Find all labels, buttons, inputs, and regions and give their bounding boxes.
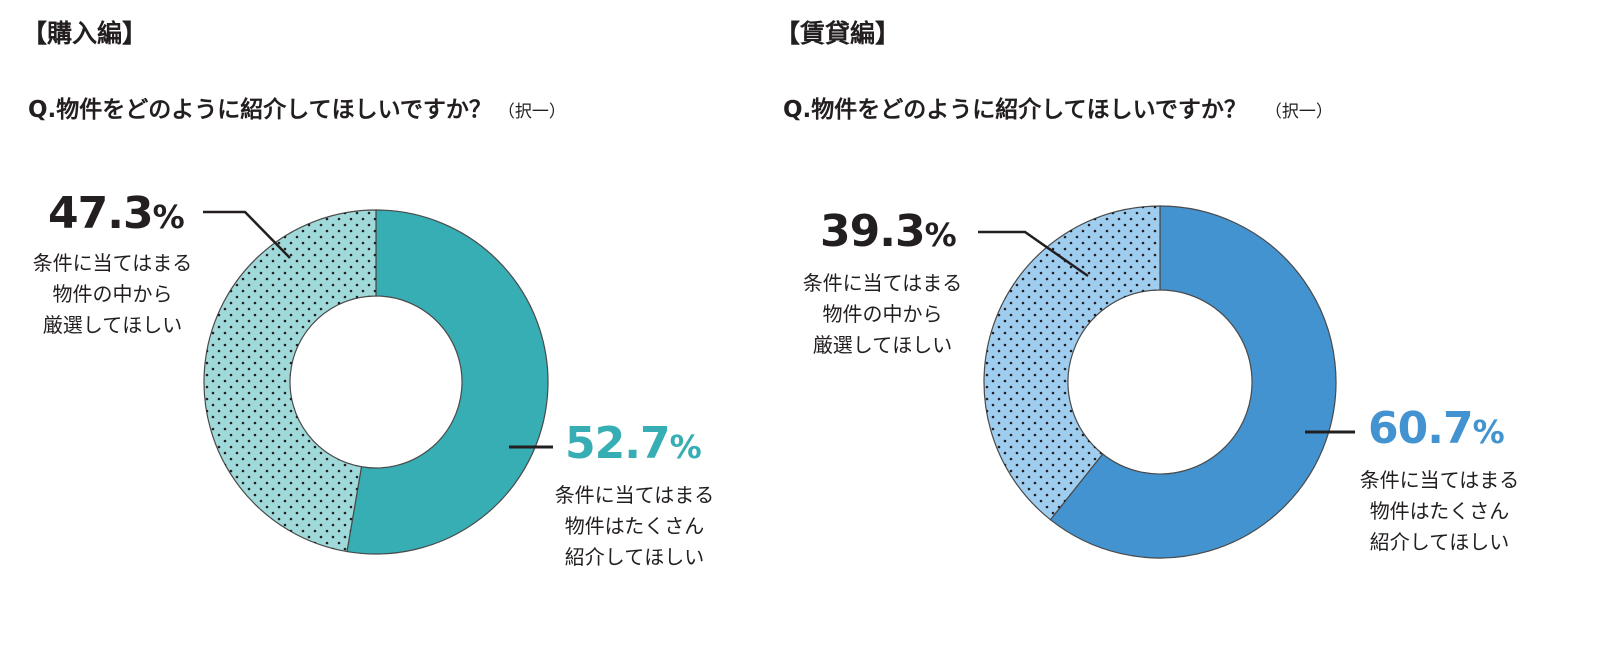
pct-value: 52.7 xyxy=(565,418,671,469)
pct-unit: % xyxy=(924,216,957,254)
slice-label-rental-select: 条件に当てはまる 物件の中から 厳選してほしい xyxy=(780,268,985,361)
question-note: （択一） xyxy=(1264,102,1333,122)
pct-value: 60.7 xyxy=(1368,403,1474,454)
pct-unit: % xyxy=(669,428,702,466)
label-line: 紹介してほしい xyxy=(1369,530,1510,554)
slice-label-purchase-select: 条件に当てはまる 物件の中から 厳選してほしい xyxy=(10,248,215,341)
donut-slice-1-0 xyxy=(1049,205,1337,559)
leader-line-left-1 xyxy=(203,210,291,259)
pct-value: 47.3 xyxy=(48,188,154,239)
slice-label-purchase-many: 条件に当てはまる 物件はたくさん 紹介してほしい xyxy=(532,480,737,573)
label-line: 厳選してほしい xyxy=(42,313,183,337)
label-line: 紹介してほしい xyxy=(564,545,705,569)
label-line: 条件に当てはまる xyxy=(802,271,963,295)
question-title-rental: Q.物件をどのように紹介してほしいですか？ （択一） xyxy=(783,90,1333,124)
slice-label-rental-many: 条件に当てはまる 物件はたくさん 紹介してほしい xyxy=(1337,465,1542,558)
pct-label-purchase-select: 47.3% xyxy=(48,188,185,239)
pct-unit: % xyxy=(152,198,185,236)
question-text: Q.物件をどのように紹介してほしいですか？ xyxy=(783,97,1247,123)
label-line: 厳選してほしい xyxy=(812,333,953,357)
donut-slice-pattern-0-1 xyxy=(203,210,376,552)
question-title-purchase: Q.物件をどのように紹介してほしいですか？ （択一） xyxy=(28,90,566,124)
question-text: Q.物件をどのように紹介してほしいですか？ xyxy=(28,97,492,123)
pct-label-rental-select: 39.3% xyxy=(820,206,957,257)
donut-slice-pattern-1-1 xyxy=(984,206,1160,520)
label-line: 物件はたくさん xyxy=(1369,499,1510,523)
section-title-purchase: 【購入編】 xyxy=(22,19,148,48)
label-line: 条件に当てはまる xyxy=(554,483,715,507)
label-line: 物件の中から xyxy=(822,302,943,326)
leader-line-right-1 xyxy=(978,230,1089,278)
label-line: 物件はたくさん xyxy=(564,514,705,538)
pct-label-rental-many: 60.7% xyxy=(1368,403,1505,454)
pct-value: 39.3 xyxy=(820,206,926,257)
pct-label-purchase-many: 52.7% xyxy=(565,418,702,469)
section-title-rental: 【賃貸編】 xyxy=(775,19,901,48)
pct-unit: % xyxy=(1472,413,1505,451)
donut-slice-0-0 xyxy=(346,209,549,555)
label-line: 条件に当てはまる xyxy=(1359,468,1520,492)
question-note: （択一） xyxy=(497,102,566,122)
label-line: 物件の中から xyxy=(52,282,173,306)
label-line: 条件に当てはまる xyxy=(32,251,193,275)
